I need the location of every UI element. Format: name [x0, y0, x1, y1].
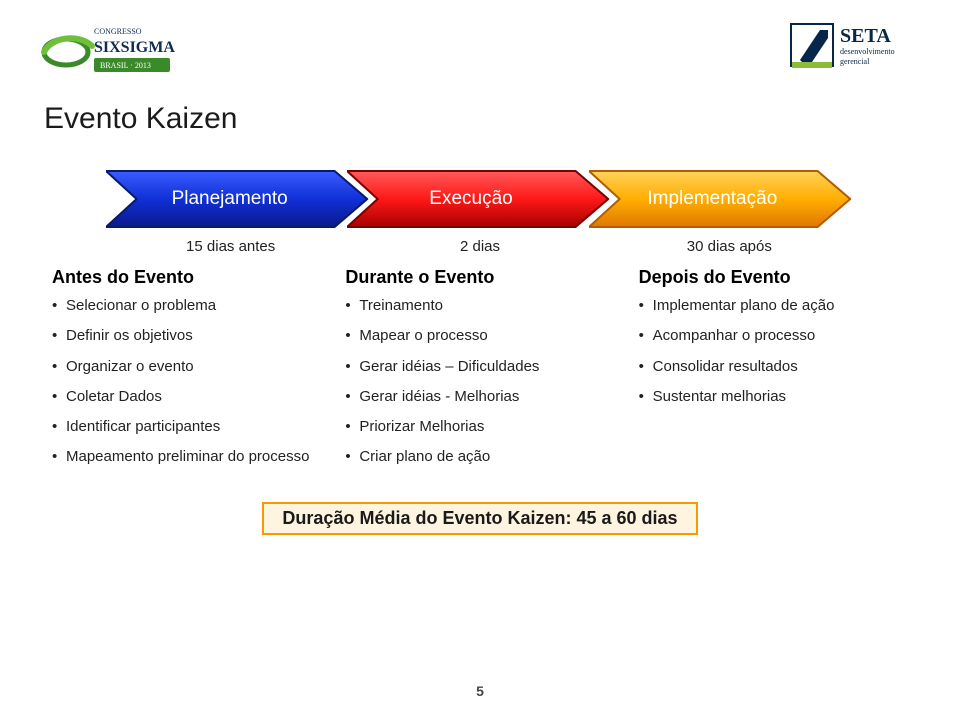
- col-depois: Depois do Evento Implementar plano de aç…: [639, 267, 908, 478]
- logo-seta-sub1: desenvolvimento: [840, 47, 895, 56]
- timing: 30 dias após: [605, 238, 854, 255]
- page-title: Evento Kaizen: [44, 102, 920, 136]
- arrow-label: Execução: [347, 167, 612, 231]
- col-durante: Durante o Evento Treinamento Mapear o pr…: [345, 267, 614, 478]
- logo-seta: SETA desenvolvimento gerencial: [790, 18, 920, 76]
- arrow-execucao: Execução: [347, 167, 612, 231]
- logo-seta-sub2: gerencial: [840, 57, 870, 66]
- list-item: Treinamento: [345, 296, 614, 316]
- logo-topword: CONGRESSO: [94, 27, 142, 36]
- process-arrows: Planejamento Execução Implementação: [106, 164, 854, 234]
- list-item: Implementar plano de ação: [639, 296, 908, 316]
- list-item: Criar plano de ação: [345, 447, 614, 467]
- arrow-label: Planejamento: [106, 167, 371, 231]
- col-title: Durante o Evento: [345, 267, 614, 288]
- logo-sixsigma: CONGRESSO SIXSIGMA BRASIL · 2013: [40, 18, 200, 80]
- timings-row: 15 dias antes 2 dias 30 dias após: [106, 238, 854, 255]
- logo-sub: BRASIL · 2013: [100, 61, 151, 70]
- col-list: Implementar plano de ação Acompanhar o p…: [639, 296, 908, 407]
- timing: 2 dias: [355, 238, 604, 255]
- list-item: Sustentar melhorias: [639, 387, 908, 407]
- logo-main: SIXSIGMA: [94, 39, 175, 56]
- col-antes: Antes do Evento Selecionar o problema De…: [52, 267, 321, 478]
- arrow-implementacao: Implementação: [589, 167, 854, 231]
- col-list: Selecionar o problema Definir os objetiv…: [52, 296, 321, 468]
- arrow-planejamento: Planejamento: [106, 167, 371, 231]
- duration-wrap: Duração Média do Evento Kaizen: 45 a 60 …: [40, 502, 920, 535]
- logo-seta-word: SETA: [840, 25, 891, 47]
- col-title: Antes do Evento: [52, 267, 321, 288]
- list-item: Organizar o evento: [52, 357, 321, 377]
- list-item: Acompanhar o processo: [639, 326, 908, 346]
- page-number: 5: [476, 683, 484, 699]
- header: CONGRESSO SIXSIGMA BRASIL · 2013 SETA de…: [40, 18, 920, 96]
- list-item: Identificar participantes: [52, 417, 321, 437]
- list-item: Selecionar o problema: [52, 296, 321, 316]
- col-title: Depois do Evento: [639, 267, 908, 288]
- timing: 15 dias antes: [106, 238, 355, 255]
- col-list: Treinamento Mapear o processo Gerar idéi…: [345, 296, 614, 468]
- duration-banner: Duração Média do Evento Kaizen: 45 a 60 …: [262, 502, 697, 535]
- arrow-label: Implementação: [589, 167, 854, 231]
- list-item: Gerar idéias – Dificuldades: [345, 357, 614, 377]
- list-item: Mapear o processo: [345, 326, 614, 346]
- list-item: Mapeamento preliminar do processo: [52, 447, 321, 467]
- columns: Antes do Evento Selecionar o problema De…: [52, 267, 908, 478]
- list-item: Consolidar resultados: [639, 357, 908, 377]
- list-item: Gerar idéias - Melhorias: [345, 387, 614, 407]
- list-item: Coletar Dados: [52, 387, 321, 407]
- list-item: Priorizar Melhorias: [345, 417, 614, 437]
- list-item: Definir os objetivos: [52, 326, 321, 346]
